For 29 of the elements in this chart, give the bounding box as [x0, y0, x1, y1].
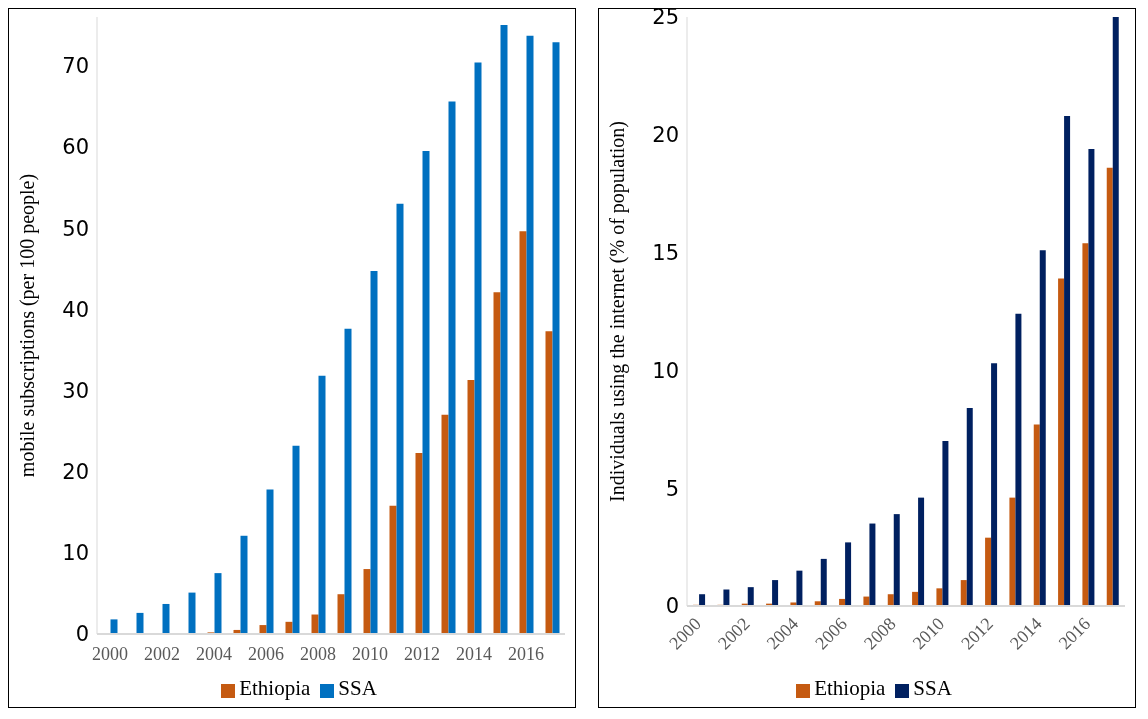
- x-tick-label: 2008: [300, 644, 336, 664]
- x-tick-label: 2000: [92, 644, 128, 664]
- x-tick-label: 2012: [404, 644, 440, 664]
- y-tick-label: 25: [652, 5, 679, 30]
- legend-label: Ethiopia: [239, 676, 311, 700]
- y-tick-label: 10: [62, 541, 89, 566]
- legend-label: SSA: [913, 676, 952, 700]
- x-tick-label: 2004: [196, 644, 232, 664]
- y-tick-label: 20: [652, 123, 679, 148]
- y-axis-title: mobile subscriptions (per 100 people): [15, 173, 39, 478]
- y-tick-label: 40: [62, 297, 89, 322]
- y-tick-label: 50: [62, 216, 89, 241]
- y-tick-label: 15: [652, 241, 679, 266]
- y-tick-label: 5: [665, 476, 679, 501]
- x-tick-label: 2006: [248, 644, 284, 664]
- legend-label: Ethiopia: [814, 676, 886, 700]
- y-tick-label: 0: [665, 594, 679, 619]
- x-tick-label: 2014: [456, 644, 492, 664]
- x-tick-label: 2016: [508, 644, 544, 664]
- legend-label: SSA: [338, 676, 377, 700]
- y-tick-label: 30: [62, 378, 89, 403]
- y-tick-label: 60: [62, 135, 89, 160]
- x-tick-label: 2010: [352, 644, 388, 664]
- y-tick-label: 10: [652, 358, 679, 383]
- x-tick-label: 2002: [144, 644, 180, 664]
- y-axis-title: Individuals using the internet (% of population): [605, 120, 629, 503]
- y-tick-label: 0: [75, 622, 89, 647]
- y-tick-label: 70: [62, 54, 89, 79]
- y-tick-label: 20: [62, 460, 89, 485]
